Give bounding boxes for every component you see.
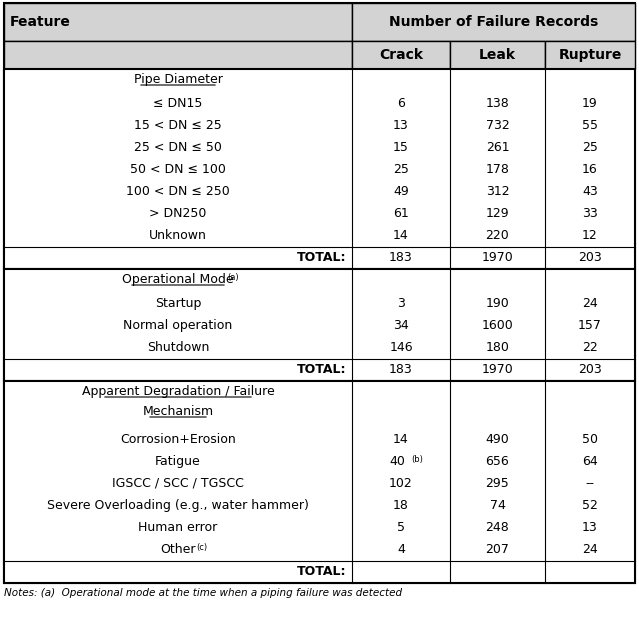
Text: Mechanism: Mechanism [142,405,213,418]
Text: Severe Overloading (e.g., water hammer): Severe Overloading (e.g., water hammer) [47,499,309,512]
Text: TOTAL:: TOTAL: [296,565,346,578]
Text: 207: 207 [486,543,509,556]
Text: 33: 33 [582,207,598,220]
Text: 22: 22 [582,341,598,354]
Text: 1970: 1970 [482,363,513,376]
Text: 25 < DN ≤ 50: 25 < DN ≤ 50 [134,141,222,154]
Bar [4,69,635,269]
Text: 1970: 1970 [482,251,513,264]
Text: 74: 74 [489,499,505,512]
Text: > DN250: > DN250 [150,207,206,220]
Text: 490: 490 [486,433,509,446]
Text: 146: 146 [389,341,413,354]
Text: Rupture: Rupture [558,48,622,62]
Text: 1600: 1600 [482,319,513,332]
Text: 25: 25 [582,141,598,154]
Text: 24: 24 [582,543,598,556]
Text: 183: 183 [389,251,413,264]
Text: 295: 295 [486,477,509,490]
Text: 12: 12 [582,229,598,242]
Text: 64: 64 [582,455,598,468]
Text: TOTAL:: TOTAL: [296,363,346,376]
Text: 4: 4 [397,543,405,556]
Text: (b): (b) [411,455,423,464]
Text: 100 < DN ≤ 250: 100 < DN ≤ 250 [126,185,230,198]
Text: 24: 24 [582,297,598,310]
Text: 15 < DN ≤ 25: 15 < DN ≤ 25 [134,119,222,132]
Text: 25: 25 [393,163,409,176]
Text: 19: 19 [582,97,598,110]
Bar [545,41,635,69]
Text: Fatigue: Fatigue [155,455,201,468]
Text: 14: 14 [393,229,409,242]
Text: 178: 178 [486,163,509,176]
Bar [4,41,352,69]
Text: 203: 203 [578,251,602,264]
Text: 61: 61 [393,207,409,220]
Text: Human error: Human error [139,521,218,534]
Text: 5: 5 [397,521,405,534]
Bar [352,3,635,41]
Text: 13: 13 [582,521,598,534]
Text: 183: 183 [389,363,413,376]
Bar [450,41,545,69]
Text: TOTAL:: TOTAL: [296,251,346,264]
Text: ≤ DN15: ≤ DN15 [153,97,203,110]
Text: 190: 190 [486,297,509,310]
Text: --: -- [585,477,594,490]
Text: 312: 312 [486,185,509,198]
Text: 49: 49 [393,185,409,198]
Text: Shutdown: Shutdown [147,341,209,354]
Text: 3: 3 [397,297,405,310]
Text: 55: 55 [582,119,598,132]
Bar [4,3,352,41]
Text: 102: 102 [389,477,413,490]
Text: (c): (c) [196,543,207,552]
Text: Corrosion+Erosion: Corrosion+Erosion [120,433,236,446]
Text: 138: 138 [486,97,509,110]
Text: Feature: Feature [10,15,71,29]
Text: Crack: Crack [379,48,423,62]
Text: 50: 50 [582,433,598,446]
Text: 261: 261 [486,141,509,154]
Text: Leak: Leak [479,48,516,62]
Text: Startup: Startup [155,297,201,310]
Text: 16: 16 [582,163,598,176]
Text: 203: 203 [578,363,602,376]
Text: 656: 656 [486,455,509,468]
Text: 40: 40 [389,455,405,468]
Text: 15: 15 [393,141,409,154]
Text: 732: 732 [486,119,509,132]
Bar [4,381,635,583]
Text: 13: 13 [393,119,409,132]
Text: 50 < DN ≤ 100: 50 < DN ≤ 100 [130,163,226,176]
Text: 180: 180 [486,341,509,354]
Text: Operational Mode: Operational Mode [122,273,234,286]
Text: 43: 43 [582,185,598,198]
Text: Other: Other [160,543,196,556]
Bar [352,41,450,69]
Text: Apparent Degradation / Failure: Apparent Degradation / Failure [82,385,274,398]
Text: 34: 34 [393,319,409,332]
Text: 52: 52 [582,499,598,512]
Text: 6: 6 [397,97,405,110]
Text: IGSCC / SCC / TGSCC: IGSCC / SCC / TGSCC [112,477,244,490]
Text: Unknown: Unknown [149,229,207,242]
Text: 14: 14 [393,433,409,446]
Text: 157: 157 [578,319,602,332]
Text: 129: 129 [486,207,509,220]
Text: Normal operation: Normal operation [123,319,233,332]
Bar [4,269,635,381]
Text: (a): (a) [227,273,238,282]
Text: 248: 248 [486,521,509,534]
Text: 220: 220 [486,229,509,242]
Text: Pipe Diameter: Pipe Diameter [134,73,222,86]
Text: Notes: (a)  Operational mode at the time when a piping failure was detected: Notes: (a) Operational mode at the time … [4,588,402,598]
Text: Number of Failure Records: Number of Failure Records [389,15,598,29]
Text: 18: 18 [393,499,409,512]
